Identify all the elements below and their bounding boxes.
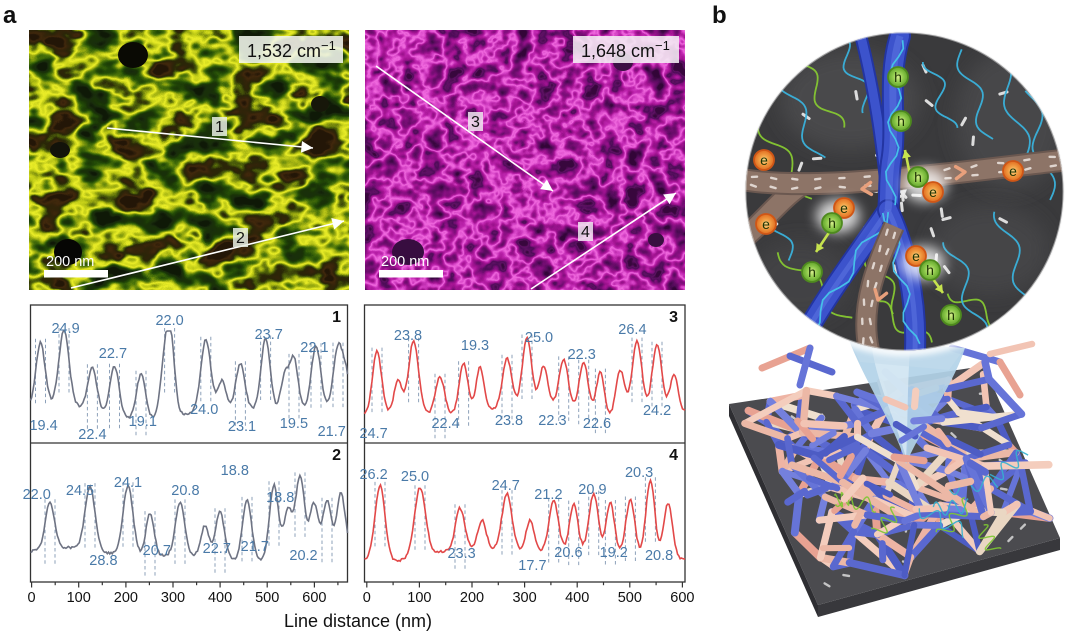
svg-text:4: 4 — [669, 447, 678, 464]
svg-text:20.7: 20.7 — [143, 543, 171, 559]
svg-text:2: 2 — [236, 230, 245, 247]
svg-text:h: h — [914, 169, 922, 185]
svg-text:19.1: 19.1 — [129, 414, 157, 430]
svg-text:1,532 cm−1: 1,532 cm−1 — [247, 38, 336, 61]
svg-text:0: 0 — [363, 590, 371, 606]
svg-text:22.3: 22.3 — [538, 413, 566, 429]
svg-text:400: 400 — [565, 590, 589, 606]
svg-text:19.4: 19.4 — [29, 418, 57, 434]
svg-text:25.0: 25.0 — [401, 469, 429, 485]
svg-text:21.7: 21.7 — [241, 539, 269, 555]
svg-text:e: e — [840, 200, 848, 216]
svg-text:h: h — [894, 69, 902, 85]
svg-text:22.4: 22.4 — [78, 427, 106, 443]
svg-text:23.1: 23.1 — [228, 419, 256, 435]
svg-text:100: 100 — [407, 590, 431, 606]
svg-text:e: e — [929, 184, 937, 200]
svg-text:24.7: 24.7 — [492, 478, 520, 494]
svg-text:26.4: 26.4 — [618, 322, 646, 338]
svg-text:19.3: 19.3 — [461, 338, 489, 354]
svg-text:e: e — [762, 216, 770, 232]
svg-text:24.2: 24.2 — [643, 403, 671, 419]
svg-text:22.1: 22.1 — [300, 340, 328, 356]
svg-text:22.7: 22.7 — [203, 541, 231, 557]
svg-text:300: 300 — [161, 590, 185, 606]
svg-text:3: 3 — [471, 114, 480, 131]
svg-text:1,648 cm−1: 1,648 cm−1 — [581, 38, 670, 61]
svg-text:h: h — [828, 215, 836, 231]
svg-text:18.8: 18.8 — [266, 490, 294, 506]
svg-text:20.3: 20.3 — [625, 465, 653, 481]
svg-text:4: 4 — [581, 224, 590, 241]
svg-text:200 nm: 200 nm — [46, 254, 94, 270]
svg-text:17.7: 17.7 — [518, 558, 546, 574]
svg-text:200: 200 — [460, 590, 484, 606]
svg-text:300: 300 — [512, 590, 536, 606]
svg-text:22.6: 22.6 — [583, 416, 611, 432]
svg-text:100: 100 — [67, 590, 91, 606]
svg-text:22.4: 22.4 — [431, 416, 459, 432]
svg-text:24.5: 24.5 — [66, 483, 94, 499]
svg-text:21.7: 21.7 — [318, 424, 346, 440]
svg-text:22.0: 22.0 — [155, 313, 183, 329]
svg-text:e: e — [912, 248, 920, 264]
svg-text:h: h — [926, 262, 934, 278]
svg-text:h: h — [808, 264, 816, 280]
svg-text:23.7: 23.7 — [255, 327, 283, 343]
svg-text:b: b — [712, 2, 727, 29]
svg-text:1: 1 — [215, 119, 224, 136]
svg-text:22.7: 22.7 — [99, 346, 127, 362]
svg-text:200: 200 — [114, 590, 138, 606]
svg-text:200 nm: 200 nm — [381, 254, 429, 270]
svg-text:23.3: 23.3 — [447, 546, 475, 562]
svg-text:e: e — [1009, 163, 1017, 179]
svg-text:2: 2 — [332, 447, 341, 464]
svg-text:18.8: 18.8 — [221, 463, 249, 479]
svg-text:26.2: 26.2 — [359, 467, 387, 483]
svg-text:3: 3 — [669, 309, 678, 326]
svg-text:24.7: 24.7 — [359, 426, 387, 442]
svg-text:400: 400 — [208, 590, 232, 606]
svg-text:21.2: 21.2 — [534, 487, 562, 503]
svg-text:500: 500 — [255, 590, 279, 606]
svg-text:28.8: 28.8 — [89, 553, 117, 569]
svg-text:22.0: 22.0 — [23, 487, 51, 503]
svg-text:1: 1 — [332, 309, 341, 326]
svg-text:22.3: 22.3 — [568, 347, 596, 363]
svg-text:500: 500 — [618, 590, 642, 606]
svg-text:20.8: 20.8 — [171, 483, 199, 499]
svg-text:20.8: 20.8 — [645, 548, 673, 564]
svg-text:h: h — [947, 307, 955, 323]
svg-text:a: a — [3, 2, 17, 29]
svg-text:24.0: 24.0 — [190, 402, 218, 418]
svg-text:e: e — [760, 152, 768, 168]
svg-text:0: 0 — [28, 590, 36, 606]
svg-text:24.9: 24.9 — [51, 321, 79, 337]
svg-text:19.2: 19.2 — [600, 545, 628, 561]
svg-text:600: 600 — [302, 590, 326, 606]
svg-text:600: 600 — [670, 590, 694, 606]
svg-text:19.5: 19.5 — [280, 416, 308, 432]
svg-text:h: h — [897, 113, 905, 129]
svg-text:23.8: 23.8 — [394, 328, 422, 344]
svg-text:Line distance (nm): Line distance (nm) — [284, 611, 432, 631]
svg-text:20.6: 20.6 — [554, 545, 582, 561]
svg-text:20.9: 20.9 — [578, 482, 606, 498]
svg-text:25.0: 25.0 — [525, 330, 553, 346]
svg-text:24.1: 24.1 — [114, 475, 142, 491]
svg-text:20.2: 20.2 — [289, 548, 317, 564]
svg-text:23.8: 23.8 — [495, 413, 523, 429]
